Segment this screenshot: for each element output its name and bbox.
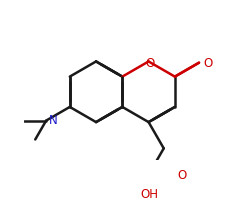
Text: O: O [145,57,155,70]
Text: O: O [203,57,212,70]
Text: O: O [178,169,187,182]
Text: N: N [48,114,57,127]
Text: OH: OH [140,188,158,200]
